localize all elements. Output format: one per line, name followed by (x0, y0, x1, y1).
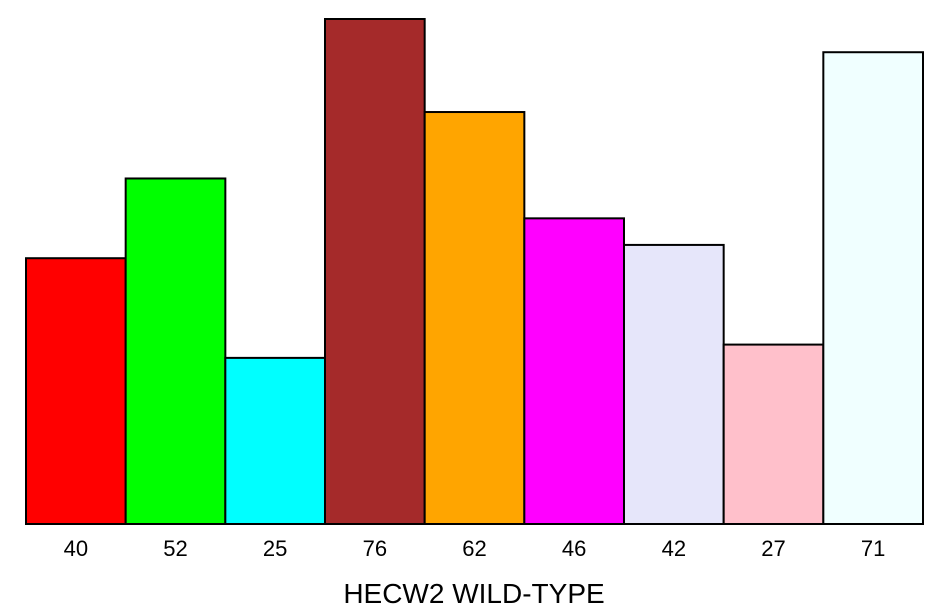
x-tick-label: 76 (363, 536, 387, 561)
bar-27 (722, 343, 825, 525)
bars-group (25, 18, 925, 525)
bar-62 (423, 111, 526, 525)
bar-40 (25, 257, 127, 525)
x-tick-label: 27 (761, 536, 785, 561)
x-tick-label: 25 (263, 536, 287, 561)
x-tick-label: 71 (861, 536, 885, 561)
x-tick-label: 42 (662, 536, 686, 561)
x-tick-label: 62 (462, 536, 486, 561)
bar-52 (124, 177, 227, 525)
x-tick-label: 52 (163, 536, 187, 561)
x-tick-label: 46 (562, 536, 586, 561)
bar-71 (822, 51, 925, 525)
x-tick-label: 40 (64, 536, 88, 561)
bar-76 (324, 18, 426, 525)
bar-46 (523, 217, 626, 525)
bar-42 (623, 243, 725, 525)
x-axis-label: HECW2 WILD-TYPE (343, 578, 604, 609)
tick-labels-group: 40 52 25 76 62 46 42 27 71 (64, 536, 886, 561)
bar-25 (224, 356, 326, 525)
